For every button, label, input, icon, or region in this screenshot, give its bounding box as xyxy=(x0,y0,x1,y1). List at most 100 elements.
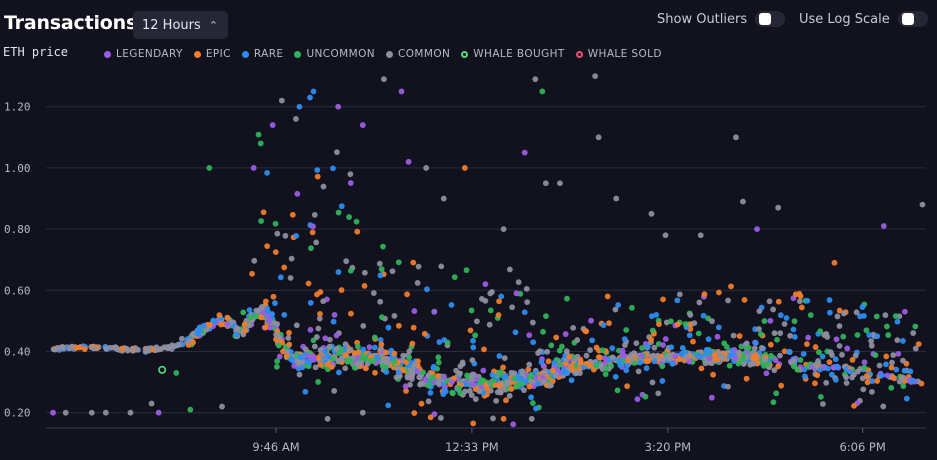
data-point-common xyxy=(295,359,302,366)
data-point-legendary xyxy=(260,309,266,316)
data-point-rare xyxy=(824,365,831,372)
data-point-rare xyxy=(427,389,434,396)
data-point-common xyxy=(316,315,323,322)
data-point-epic xyxy=(206,322,213,328)
data-point-epic xyxy=(262,298,269,305)
data-point-uncommon xyxy=(695,330,702,337)
data-point-common xyxy=(529,319,536,326)
data-point-common xyxy=(381,76,387,83)
data-point-legendary xyxy=(686,358,693,365)
data-point-epic xyxy=(367,353,374,360)
data-point-rare xyxy=(651,358,658,365)
data-point-rare xyxy=(430,365,437,371)
data-point-epic xyxy=(354,228,361,235)
data-point-common xyxy=(542,180,549,187)
data-point-uncommon xyxy=(873,313,880,320)
data-point-legendary xyxy=(441,373,448,380)
data-point-common xyxy=(393,374,400,381)
data-point-common xyxy=(408,369,415,376)
legend-label: EPIC xyxy=(205,48,231,60)
data-point-epic xyxy=(372,369,378,376)
data-point-common xyxy=(702,360,709,367)
data-point-common xyxy=(359,409,366,416)
data-point-epic xyxy=(526,383,533,390)
data-point-legendary xyxy=(267,324,274,331)
data-point-legendary xyxy=(322,335,329,342)
data-point-common xyxy=(296,371,303,378)
data-point-uncommon xyxy=(629,304,635,311)
y-tick-label: 0.20 xyxy=(4,407,31,420)
data-point-rare xyxy=(616,357,623,364)
data-point-common xyxy=(324,415,331,422)
data-point-common xyxy=(829,352,835,358)
data-point-uncommon xyxy=(329,356,336,362)
data-point-common xyxy=(133,346,140,353)
data-point-epic xyxy=(606,320,612,327)
data-point-common xyxy=(896,378,903,385)
show-outliers-switch[interactable] xyxy=(755,11,786,27)
data-point-legendary xyxy=(480,367,487,374)
data-point-epic xyxy=(586,362,593,369)
legend-item-common[interactable]: COMMON xyxy=(386,48,450,60)
data-point-rare xyxy=(791,334,798,340)
data-point-legendary xyxy=(431,308,438,315)
data-point-common xyxy=(662,232,669,239)
data-point-common xyxy=(771,367,778,374)
data-point-uncommon xyxy=(273,363,280,370)
data-point-epic xyxy=(496,298,502,305)
data-point-rare xyxy=(470,337,476,344)
data-point-epic xyxy=(305,280,312,287)
data-point-uncommon xyxy=(529,400,536,406)
data-point-common xyxy=(725,297,731,304)
data-point-common xyxy=(508,369,515,376)
data-point-epic xyxy=(324,361,331,368)
data-point-legendary xyxy=(513,290,520,297)
data-point-legendary xyxy=(473,376,480,383)
data-point-epic xyxy=(427,414,434,421)
legend-item-whale-sold[interactable]: WHALE SOLD xyxy=(575,48,662,60)
data-point-rare xyxy=(861,312,867,319)
data-point-uncommon xyxy=(367,358,374,364)
log-scale-label: Use Log Scale xyxy=(799,11,890,27)
data-point-common xyxy=(766,298,773,305)
data-point-rare xyxy=(903,395,910,402)
data-point-rare xyxy=(383,369,390,375)
data-point-epic xyxy=(391,350,398,357)
legend-item-legendary[interactable]: LEGENDARY xyxy=(104,48,183,60)
data-point-uncommon xyxy=(854,332,861,338)
data-point-rare xyxy=(752,340,759,346)
data-point-rare xyxy=(790,326,797,333)
data-point-rare xyxy=(866,332,873,338)
data-point-legendary xyxy=(347,180,354,186)
data-point-legendary xyxy=(660,342,666,348)
data-point-epic xyxy=(701,291,708,298)
data-point-epic xyxy=(283,353,290,360)
legend-item-rare[interactable]: RARE xyxy=(241,48,284,60)
data-point-epic xyxy=(883,353,890,360)
data-point-common xyxy=(343,258,350,265)
data-point-epic xyxy=(404,291,410,298)
log-scale-switch[interactable] xyxy=(897,11,928,27)
data-point-uncommon xyxy=(425,382,432,389)
data-point-legendary xyxy=(895,350,902,357)
data-point-common xyxy=(839,351,845,358)
data-point-legendary xyxy=(402,383,409,390)
data-point-common xyxy=(890,352,897,358)
legend-item-whale-bought[interactable]: WHALE BOUGHT xyxy=(461,48,565,60)
time-range-select[interactable]: 12 Hours ⌃ xyxy=(133,11,228,39)
data-point-uncommon xyxy=(892,313,899,320)
data-point-epic xyxy=(648,336,655,343)
data-point-legendary xyxy=(310,353,317,360)
data-point-uncommon xyxy=(511,375,517,382)
data-point-common xyxy=(557,180,563,187)
legend-item-epic[interactable]: EPIC xyxy=(193,48,231,60)
data-point-common xyxy=(333,346,340,352)
data-point-common xyxy=(377,298,384,305)
legend-dot-icon xyxy=(575,50,583,58)
legend-label: RARE xyxy=(253,48,284,60)
legend-item-uncommon[interactable]: UNCOMMON xyxy=(294,48,375,60)
data-point-rare xyxy=(826,309,833,316)
data-point-legendary xyxy=(884,372,891,379)
data-point-common xyxy=(577,370,583,377)
data-point-epic xyxy=(767,341,774,348)
